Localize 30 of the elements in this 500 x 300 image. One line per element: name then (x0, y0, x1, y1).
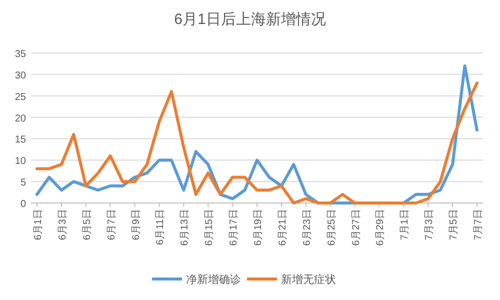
y-tick-label: 20 (14, 113, 26, 124)
x-tick-label: 6月1日 (33, 209, 44, 240)
x-tick-label: 7月3日 (424, 209, 436, 240)
x-tick-label: 6月25日 (326, 209, 338, 246)
x-tick-label: 6月7日 (106, 209, 118, 240)
y-tick-label: 15 (14, 134, 26, 146)
x-tick-label: 6月29日 (375, 209, 386, 246)
chart-title: 6月1日后上海新增情况 (174, 11, 326, 28)
x-tick-label: 7月7日 (473, 209, 484, 240)
x-tick-label: 6月15日 (204, 209, 216, 246)
x-tick-label: 7月1日 (400, 209, 411, 240)
x-tick-label: 6月11日 (155, 209, 166, 245)
x-tick-label: 6月23日 (302, 209, 313, 246)
x-tick-label: 6月13日 (180, 209, 191, 246)
y-tick-label: 0 (20, 199, 26, 210)
y-tick-label: 35 (14, 49, 26, 60)
y-tick-label: 30 (14, 70, 26, 82)
legend-label: 新增无症状 (281, 273, 336, 286)
y-tick-label: 10 (14, 156, 26, 168)
x-tick-label: 6月3日 (57, 209, 68, 240)
x-tick-label: 6月19日 (253, 209, 264, 246)
x-tick-label: 7月5日 (448, 209, 460, 240)
x-tick-label: 6月27日 (350, 209, 362, 246)
y-tick-label: 25 (14, 92, 26, 103)
legend-label: 净新增确诊 (186, 273, 241, 286)
x-tick-label: 6月21日 (277, 209, 288, 246)
y-tick-label: 5 (20, 178, 26, 189)
x-tick-label: 6月5日 (82, 209, 93, 240)
x-tick-label: 6月17日 (228, 209, 240, 246)
x-tick-label: 6月9日 (130, 209, 142, 240)
